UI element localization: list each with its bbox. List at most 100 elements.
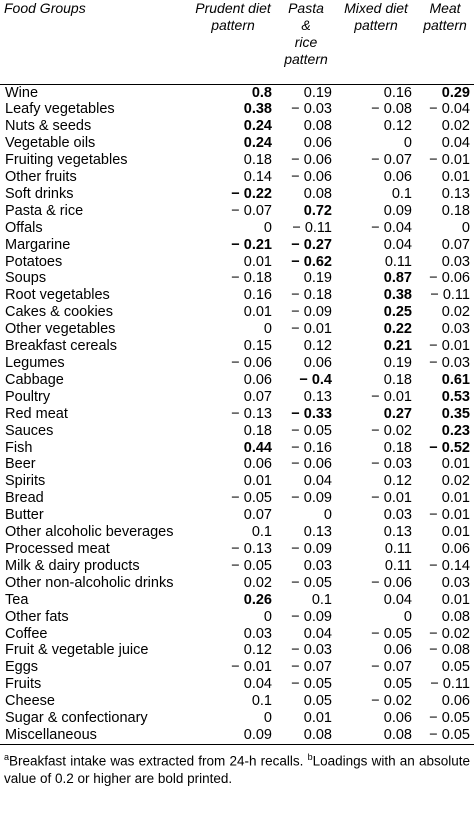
loading-mixed: 0.06 bbox=[383, 169, 412, 186]
table-row: Other fats 0 − 0.09 0 0.08 bbox=[0, 609, 474, 626]
loading-pasta-rice: − 0.16 bbox=[291, 439, 332, 456]
loading-meat: 0.08 bbox=[441, 608, 470, 625]
loading-prudent: − 0.22 bbox=[231, 185, 272, 202]
loading-prudent: 0.06 bbox=[243, 456, 272, 473]
loading-mixed: − 0.01 bbox=[371, 388, 412, 405]
loading-meat: − 0.05 bbox=[429, 710, 470, 727]
loading-pasta-rice: 0.03 bbox=[303, 557, 332, 574]
loading-prudent: 0.44 bbox=[243, 439, 272, 456]
loading-prudent: 0.15 bbox=[243, 338, 272, 355]
loading-mixed: − 0.07 bbox=[371, 659, 412, 676]
food-group-name: Bread bbox=[5, 490, 44, 507]
loading-meat: 0.06 bbox=[441, 693, 470, 710]
header-meat-line-1: Meat bbox=[429, 0, 461, 16]
loading-meat: − 0.11 bbox=[430, 287, 470, 304]
table-row: Red meat − 0.13 − 0.33 0.27 0.35 bbox=[0, 406, 474, 423]
loading-mixed: 0.09 bbox=[383, 202, 412, 219]
loading-prudent: 0.1 bbox=[251, 524, 272, 541]
food-group-name: Root vegetables bbox=[5, 287, 110, 304]
loading-pasta-rice: 0.72 bbox=[303, 202, 332, 219]
loading-mixed: − 0.07 bbox=[371, 152, 412, 169]
table-row: Soft drinks − 0.22 0.08 0.1 0.13 bbox=[0, 186, 474, 203]
loading-pasta-rice: 0.08 bbox=[303, 118, 332, 135]
table-row: Nuts & seeds 0.24 0.08 0.12 0.02 bbox=[0, 118, 474, 135]
loading-mixed: 0.06 bbox=[383, 710, 412, 727]
table-row: Legumes − 0.06 0.06 0.19 − 0.03 bbox=[0, 355, 474, 372]
loading-meat: 0.03 bbox=[441, 321, 470, 338]
food-group-name: Wine bbox=[5, 84, 39, 101]
loading-mixed: − 0.04 bbox=[371, 219, 412, 236]
loading-pasta-rice: − 0.06 bbox=[291, 169, 332, 186]
footnote-a-text: Breakfast intake was extracted from 24-h… bbox=[9, 753, 304, 769]
footnote-a-marker: a bbox=[4, 751, 10, 762]
food-group-name: Tea bbox=[5, 591, 29, 608]
loading-meat: 0.29 bbox=[441, 84, 470, 101]
header-pasta-line-1: Pasta bbox=[288, 0, 324, 16]
loading-meat: − 0.02 bbox=[429, 625, 470, 642]
loading-meat: − 0.11 bbox=[430, 676, 470, 693]
table-row: Soups − 0.18 0.19 0.87 − 0.06 bbox=[0, 270, 474, 287]
loading-pasta-rice: 0.01 bbox=[303, 710, 332, 727]
loading-pasta-rice: 0 bbox=[323, 507, 332, 524]
loading-mixed: 0.21 bbox=[383, 338, 412, 355]
table-row: Beer 0.06 − 0.06 − 0.03 0.01 bbox=[0, 456, 474, 473]
loading-pasta-rice: − 0.4 bbox=[299, 371, 332, 388]
loading-pasta-rice: 0.05 bbox=[303, 693, 332, 710]
loading-mixed: 0.16 bbox=[383, 84, 412, 101]
food-group-name: Soft drinks bbox=[5, 185, 74, 202]
loading-pasta-rice: 0.19 bbox=[303, 84, 332, 101]
loading-prudent: 0 bbox=[263, 608, 272, 625]
loading-prudent: 0.09 bbox=[243, 726, 272, 743]
loading-prudent: − 0.13 bbox=[231, 405, 272, 422]
loading-mixed: 0.1 bbox=[391, 185, 412, 202]
table-row: Other vegetables 0 − 0.01 0.22 0.03 bbox=[0, 321, 474, 338]
table-row: Coffee 0.03 0.04 − 0.05 − 0.02 bbox=[0, 626, 474, 643]
footnote: aBreakfast intake was extracted from 24-… bbox=[0, 745, 474, 789]
bottom-rule bbox=[0, 743, 474, 745]
loading-mixed: 0.18 bbox=[383, 439, 412, 456]
footnote-b-text: Loadings with an absolute value of 0.2 o… bbox=[4, 753, 470, 787]
loading-prudent: 0.06 bbox=[243, 371, 272, 388]
loading-pasta-rice: − 0.11 bbox=[292, 219, 332, 236]
loading-pasta-rice: − 0.18 bbox=[291, 287, 332, 304]
food-group-name: Poultry bbox=[5, 388, 51, 405]
food-group-name: Leafy vegetables bbox=[5, 101, 115, 118]
food-group-name: Red meat bbox=[5, 405, 68, 422]
loading-prudent: 0.24 bbox=[243, 135, 272, 152]
loading-prudent: 0.8 bbox=[251, 84, 272, 101]
loading-pasta-rice: − 0.09 bbox=[291, 540, 332, 557]
loading-mixed: 0 bbox=[403, 135, 412, 152]
loading-meat: 0.03 bbox=[441, 253, 470, 270]
loading-prudent: 0.16 bbox=[243, 287, 272, 304]
table-row: Bread − 0.05 − 0.09 − 0.01 0.01 bbox=[0, 490, 474, 507]
loading-pasta-rice: − 0.27 bbox=[291, 236, 332, 253]
table-row: Pasta & rice − 0.07 0.72 0.09 0.18 bbox=[0, 203, 474, 220]
table-row: Milk & dairy products − 0.05 0.03 0.11 − 0.1… bbox=[0, 558, 474, 575]
loading-prudent: 0.02 bbox=[243, 574, 272, 591]
table-row: Eggs − 0.01 − 0.07 − 0.07 0.05 bbox=[0, 659, 474, 676]
loading-meat: 0.05 bbox=[441, 659, 470, 676]
loading-mixed: 0.05 bbox=[383, 676, 412, 693]
loading-pasta-rice: 0.08 bbox=[303, 726, 332, 743]
loading-meat: − 0.01 bbox=[429, 152, 470, 169]
loading-mixed: 0.11 bbox=[384, 557, 412, 574]
header-meat: Meat pattern bbox=[416, 0, 474, 84]
loading-pasta-rice: − 0.03 bbox=[291, 101, 332, 118]
loading-meat: 0 bbox=[461, 219, 470, 236]
loading-pasta-rice: − 0.06 bbox=[291, 152, 332, 169]
loading-meat: 0.04 bbox=[441, 135, 470, 152]
food-group-name: Other fats bbox=[5, 608, 69, 625]
loading-prudent: 0.24 bbox=[243, 118, 272, 135]
food-group-name: Offals bbox=[5, 219, 43, 236]
food-group-name: Legumes bbox=[5, 355, 65, 371]
loading-mixed: 0.38 bbox=[383, 287, 412, 304]
table-row: Breakfast cereals 0.15 0.12 0.21 − 0.01 bbox=[0, 338, 474, 355]
loading-prudent: 0 bbox=[263, 710, 272, 727]
loading-pasta-rice: − 0.06 bbox=[291, 456, 332, 473]
header-row: Food Groups Prudent diet pattern Pasta & ri… bbox=[0, 0, 474, 84]
loading-pasta-rice: 0.1 bbox=[311, 591, 332, 608]
loading-meat: 0.01 bbox=[441, 456, 470, 473]
table-row: Other fruits 0.14 − 0.06 0.06 0.01 bbox=[0, 169, 474, 186]
loading-pasta-rice: − 0.07 bbox=[291, 659, 332, 676]
loading-prudent: 0.07 bbox=[243, 388, 272, 405]
